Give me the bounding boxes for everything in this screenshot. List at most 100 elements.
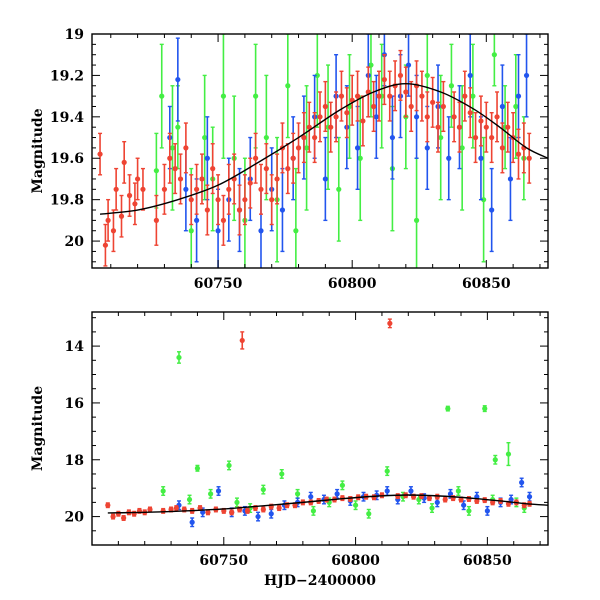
y-axis-label: Magnitude (30, 108, 46, 193)
data-point (492, 457, 498, 463)
data-point (279, 207, 286, 213)
data-point (519, 479, 525, 486)
data-point (478, 155, 484, 161)
data-point (317, 114, 323, 120)
y-tick-label: 14 (65, 339, 85, 355)
data-point (253, 155, 259, 161)
data-point (242, 197, 248, 203)
data-point (132, 201, 138, 207)
data-point (194, 465, 201, 471)
data-point (102, 242, 109, 248)
data-point (489, 134, 495, 141)
data-point (260, 506, 266, 513)
data-point (126, 192, 133, 199)
data-point (434, 499, 440, 505)
data-point (483, 124, 489, 130)
data-point (435, 124, 441, 130)
data-point (244, 508, 251, 514)
data-point (279, 471, 285, 477)
x-tick-label: 60800 (328, 276, 377, 292)
data-point (189, 519, 195, 525)
data-point (466, 508, 472, 514)
data-point (440, 103, 446, 110)
data-point (234, 499, 240, 505)
data-point (188, 228, 194, 234)
data-point (328, 124, 334, 130)
data-point (169, 145, 176, 151)
data-point (147, 506, 153, 513)
top-panel: 60750 60800 60850 19 19.2 19.4 19.6 19.8 20 Magni… (30, 27, 549, 292)
data-point (173, 505, 179, 511)
x-axis-label: HJD−2400000 (264, 573, 376, 589)
data-point (199, 176, 205, 182)
data-point (312, 134, 318, 141)
data-point (159, 93, 165, 99)
data-point (507, 176, 514, 182)
data-point (458, 496, 464, 503)
data-point (448, 83, 455, 89)
data-point (397, 72, 404, 79)
data-point (513, 103, 519, 110)
data-point (462, 93, 468, 99)
data-point (188, 197, 194, 203)
data-point (260, 486, 266, 493)
y-tick-label: 19 (65, 27, 84, 43)
data-point (175, 76, 181, 83)
data-point (352, 502, 359, 508)
data-point (239, 337, 245, 344)
data-point (229, 509, 235, 515)
data-point (118, 213, 125, 219)
data-point (408, 103, 414, 110)
plot-area (97, 34, 548, 268)
data-point (177, 176, 184, 182)
data-point (408, 488, 414, 494)
data-point (306, 124, 312, 130)
data-point (175, 124, 181, 130)
data-point (413, 217, 420, 223)
data-point (105, 502, 111, 508)
data-point (290, 155, 296, 161)
x-tick-label: 60750 (199, 553, 248, 569)
data-point (456, 124, 463, 130)
data-point (295, 145, 302, 151)
data-point (424, 72, 430, 79)
data-point (467, 110, 473, 116)
data-point (153, 217, 159, 223)
data-point (413, 114, 420, 120)
data-point (274, 176, 280, 182)
data-point (263, 134, 269, 141)
data-point (338, 93, 345, 99)
data-point (293, 228, 299, 234)
data-point (160, 488, 166, 494)
bottom-panel: 60750 60800 60850 14 16 18 20 Magnitude HJD−2400… (30, 311, 549, 589)
x-tick-label: 60750 (194, 276, 243, 292)
data-point (215, 197, 221, 203)
data-point (314, 72, 320, 79)
data-point (194, 217, 200, 223)
data-point (105, 217, 111, 223)
y-tick-label: 19.4 (50, 110, 84, 126)
data-point (429, 505, 435, 511)
axis-ticks (92, 33, 548, 268)
data-point (360, 118, 366, 124)
data-point (484, 508, 490, 514)
data-point (451, 114, 457, 120)
data-point (357, 155, 363, 161)
data-point (301, 134, 307, 141)
data-point (405, 62, 412, 68)
y-tick-label: 20 (65, 234, 85, 250)
data-point (202, 134, 208, 141)
data-point (526, 155, 532, 161)
data-point (255, 513, 261, 520)
data-point (354, 145, 361, 151)
y-tick-label: 18 (65, 453, 84, 469)
data-point (381, 76, 387, 83)
x-tick-label: 60800 (331, 553, 380, 569)
data-point (426, 495, 432, 501)
series-2 (105, 318, 533, 521)
data-point (371, 103, 377, 110)
data-point (153, 168, 159, 174)
plot-area (105, 318, 548, 528)
data-point (491, 52, 497, 58)
